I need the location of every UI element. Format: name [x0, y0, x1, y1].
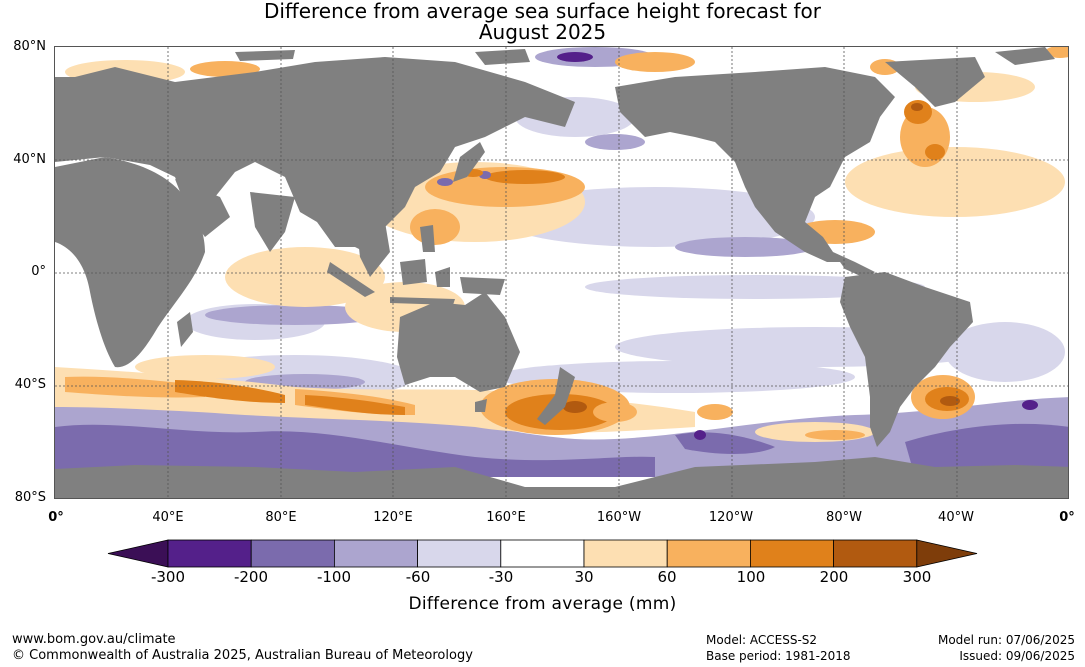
map-svg [55, 47, 1068, 498]
colorbar-tick-neg100: -100 [316, 568, 352, 586]
antarctica-land [55, 457, 1068, 498]
colorbar-segment [833, 539, 918, 568]
lon-label-0-left: 0° [48, 510, 64, 525]
africa-land [55, 157, 205, 368]
colorbar-tick-300: 300 [902, 568, 932, 586]
colorbar-label: Difference from average (mm) [408, 594, 677, 614]
colorbar-segment [333, 539, 418, 568]
chart-title-line1: Difference from average sea surface heig… [263, 0, 822, 23]
lon-label-160e: 160°E [486, 510, 526, 525]
colorbar-segment [250, 539, 335, 568]
colorbar-extend-high [916, 539, 978, 568]
colorbar-segment [583, 539, 668, 568]
footer-copyright: © Commonwealth of Australia 2025, Austra… [12, 648, 473, 663]
colorbar-segment [500, 539, 585, 568]
australia-land [397, 292, 520, 392]
lat-label-80n: 80°N [13, 39, 46, 54]
lon-label-0-right: 0° [1059, 510, 1075, 525]
colorbar-tick-neg300: -300 [150, 568, 186, 586]
colorbar-tick-60: 60 [657, 568, 677, 586]
colorbar-tick-30: 30 [574, 568, 594, 586]
lat-label-equator: 0° [31, 264, 46, 279]
chart-title-line2: August 2025 [478, 20, 607, 44]
colorbar-extend-low [107, 539, 169, 568]
colorbar-tick-100: 100 [736, 568, 766, 586]
footer-website: www.bom.gov.au/climate [12, 632, 176, 647]
lon-label-120e: 120°E [373, 510, 413, 525]
eurasia-land [55, 57, 575, 257]
lon-label-80e: 80°E [265, 510, 297, 525]
lon-label-80w: 80°W [826, 510, 862, 525]
footer-model-run: Model run: 07/06/2025 [937, 633, 1075, 647]
lat-label-80s: 80°S [14, 490, 46, 505]
colorbar-segment [666, 539, 751, 568]
footer-base-period: Base period: 1981-2018 [706, 649, 851, 663]
colorbar-segment [750, 539, 835, 568]
deep-negative-spot [694, 430, 706, 440]
colorbar-tick-neg60: -60 [405, 568, 431, 586]
colorbar-tick-neg200: -200 [233, 568, 269, 586]
north-america-land [615, 67, 895, 262]
south-america-land [840, 272, 973, 447]
footer-model: Model: ACCESS-S2 [706, 633, 818, 647]
graticule [55, 47, 1068, 498]
lon-label-40w: 40°W [938, 510, 974, 525]
deep-negative-spot-2 [1022, 400, 1038, 410]
lon-label-160w: 160°W [596, 510, 642, 525]
lat-label-40n: 40°N [13, 152, 46, 167]
southern-ocean-strong-negative [55, 424, 655, 477]
colorbar-tick-200: 200 [819, 568, 849, 586]
lon-label-40e: 40°E [152, 510, 184, 525]
colorbar-segment [417, 539, 502, 568]
colorbar-tick-neg30: -30 [488, 568, 514, 586]
footer-issued: Issued: 09/06/2025 [959, 649, 1075, 663]
south-atlantic-negative [905, 423, 1068, 477]
land-layer [55, 47, 1068, 498]
lat-label-40s: 40°S [14, 377, 46, 392]
colorbar-segment [167, 539, 252, 568]
sea-surface-height-map [54, 46, 1069, 499]
lon-label-120w: 120°W [708, 510, 754, 525]
